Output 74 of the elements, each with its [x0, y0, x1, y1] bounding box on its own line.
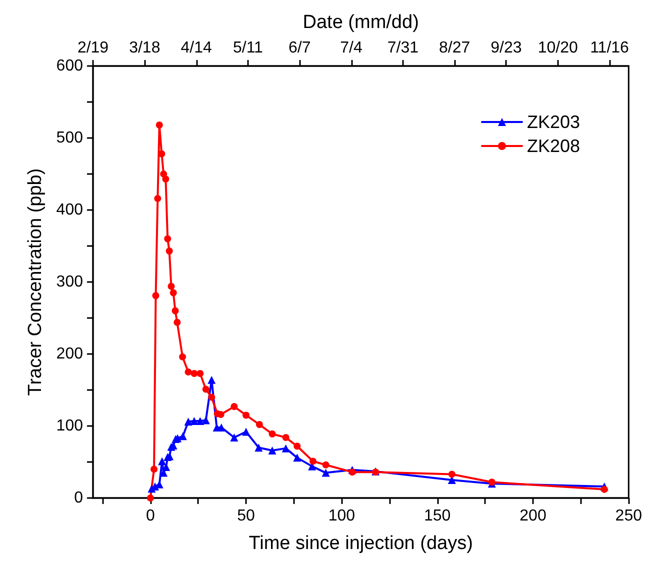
point [166, 248, 173, 255]
x2-tick-label: 6/7 [288, 40, 311, 56]
y-tick-label: 100 [56, 418, 84, 434]
point [202, 386, 210, 393]
point [154, 194, 162, 202]
legend-label: ZK203 [526, 112, 580, 132]
x-tick-label: 150 [424, 508, 451, 524]
y-tick-label: 0 [74, 490, 84, 506]
x2-tick-label: 4/14 [180, 40, 212, 56]
point [184, 418, 192, 426]
x2-tick-label: 10/20 [538, 40, 578, 56]
point [256, 421, 263, 428]
point [448, 470, 456, 478]
x-tick-label: 100 [328, 508, 356, 524]
point [268, 430, 276, 438]
point [202, 416, 210, 424]
point [322, 468, 330, 477]
point [162, 463, 170, 472]
x2-tick-label: 2/19 [77, 40, 109, 56]
point [208, 394, 216, 401]
x-tick-label: 50 [237, 508, 256, 524]
point [294, 442, 301, 450]
point [179, 353, 186, 360]
point [254, 444, 263, 452]
point [230, 434, 238, 442]
y-tick-label: 300 [56, 274, 84, 290]
point [348, 468, 356, 476]
y-tick-label: 400 [56, 202, 84, 218]
point [242, 428, 250, 436]
x-tick-label: 250 [615, 508, 642, 524]
point [293, 454, 302, 462]
point [164, 235, 172, 242]
point [150, 466, 158, 473]
point [242, 412, 250, 419]
point [282, 444, 290, 452]
x2-tick-label: 5/11 [232, 40, 264, 56]
point [190, 416, 198, 425]
x2-tick-label: 11/16 [590, 40, 630, 56]
x2-axis-title: Date (mm/dd) [302, 12, 419, 33]
point [322, 461, 330, 468]
point [282, 434, 290, 442]
point [208, 376, 216, 384]
point [168, 282, 175, 290]
x2-tick-label: 8/27 [438, 40, 470, 56]
point [196, 416, 204, 425]
point [162, 176, 170, 183]
point [170, 289, 177, 296]
point [146, 494, 154, 502]
point [184, 368, 192, 376]
y-tick-label: 200 [56, 346, 84, 362]
point [310, 458, 316, 465]
point [268, 446, 276, 454]
point [156, 122, 163, 129]
x2-tick-label: 7/31 [387, 40, 419, 56]
point [600, 486, 608, 493]
x2-tick-label: 3/18 [129, 40, 160, 56]
point [172, 307, 179, 314]
x2-tick-label: 9/23 [490, 40, 522, 56]
y-tick-label: 500 [56, 130, 84, 146]
y-tick-label: 600 [56, 58, 84, 74]
point [152, 292, 160, 300]
point [230, 403, 238, 410]
point [178, 432, 187, 440]
point [190, 370, 198, 377]
legend-label: ZK208 [526, 136, 580, 156]
x2-tick-label: 7/4 [340, 40, 362, 56]
point [196, 370, 204, 377]
point [158, 457, 166, 466]
x-axis-title: Time since injection (days) [248, 533, 473, 554]
x-tick-label: 200 [520, 508, 546, 524]
y-axis-title: Tracer Concentration (ppb) [25, 168, 46, 396]
point [217, 410, 224, 418]
x-tick-label: 0 [146, 508, 155, 524]
point [174, 318, 181, 326]
